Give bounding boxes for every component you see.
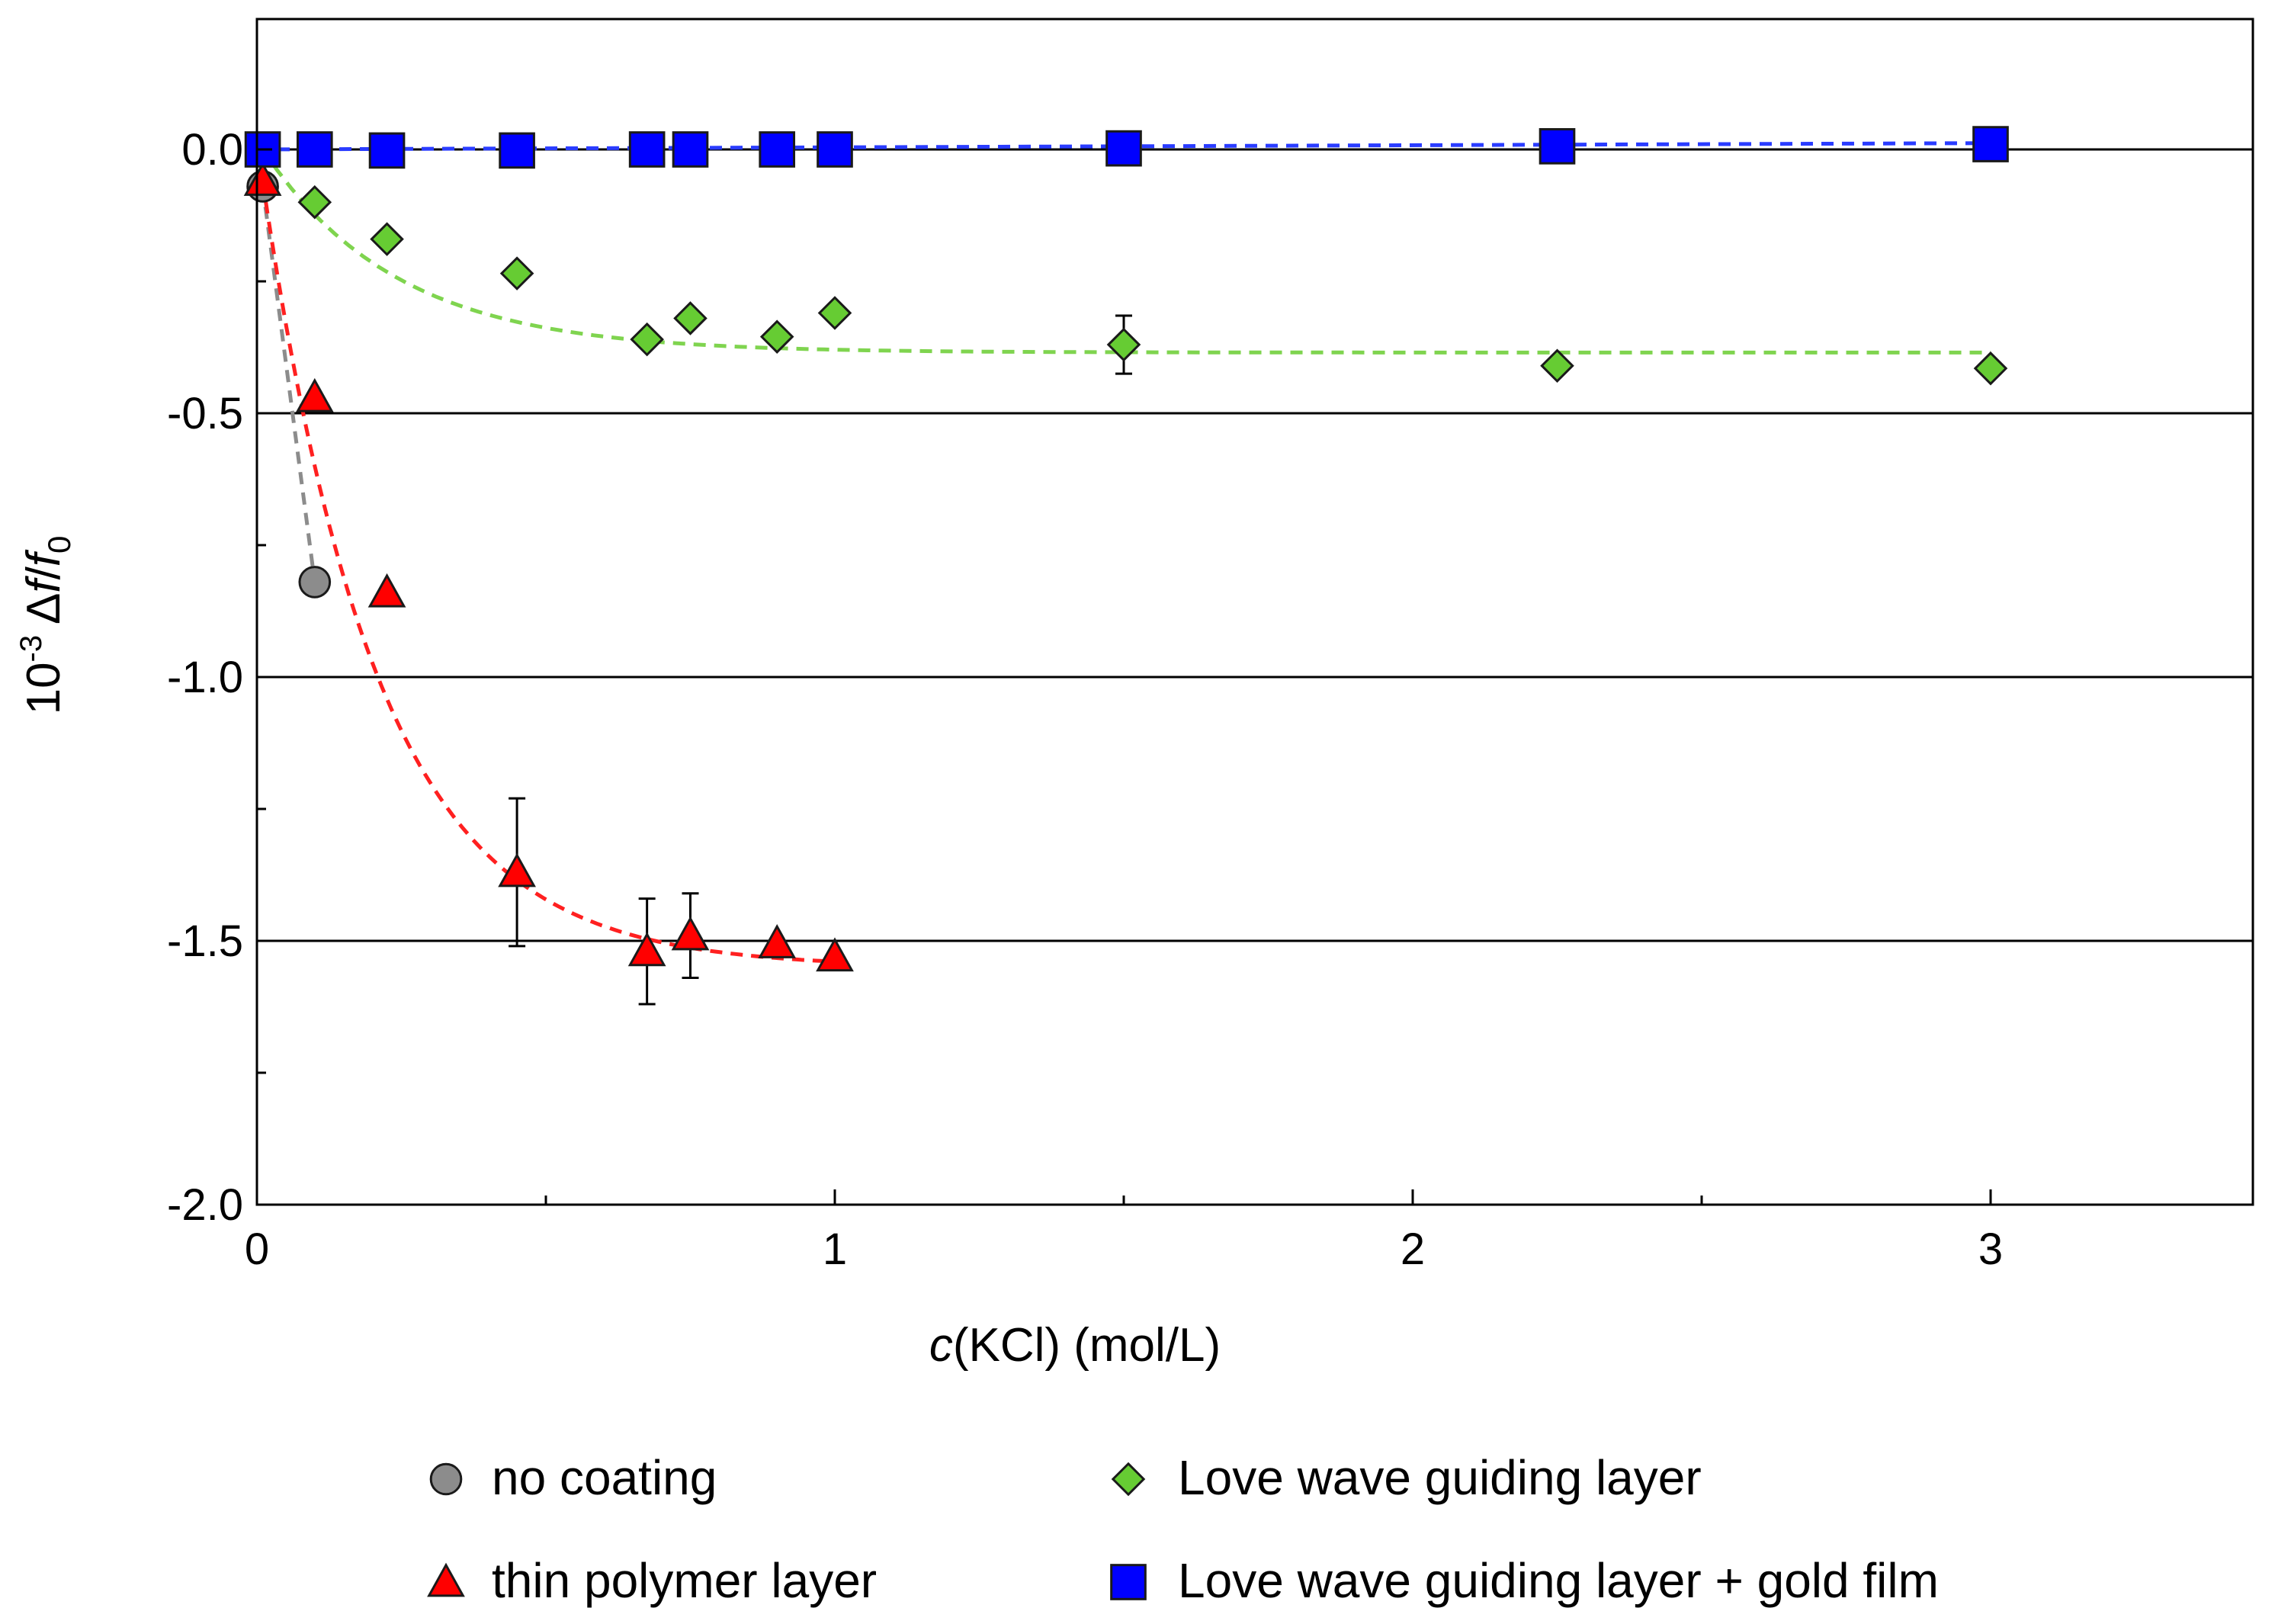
marker-triangle bbox=[498, 852, 536, 887]
y-title-exp: -3 bbox=[14, 635, 48, 663]
data-points bbox=[243, 126, 2009, 972]
marker-triangle bbox=[367, 573, 406, 608]
y-title-prefix: 10 bbox=[18, 662, 70, 714]
marker-triangle bbox=[627, 932, 666, 967]
marker-square bbox=[1105, 130, 1142, 167]
x-tick-label: 1 bbox=[823, 1224, 847, 1274]
y-tick-label: -0.5 bbox=[167, 389, 243, 438]
marker-square bbox=[817, 131, 853, 168]
legend-marker-triangle bbox=[427, 1562, 465, 1597]
y-tick-label: 0.0 bbox=[181, 125, 243, 175]
error-bars bbox=[509, 314, 1132, 1006]
x-axis-title-rest: (KCl) (mol/L) bbox=[953, 1319, 1221, 1372]
y-tick-label: -2.0 bbox=[167, 1180, 243, 1230]
y-title-delta: Δ bbox=[18, 593, 70, 635]
y-tick-label: -1.0 bbox=[167, 653, 243, 702]
marker-circle bbox=[429, 1462, 463, 1496]
y-title-slash: / bbox=[18, 566, 70, 579]
marker-square bbox=[1972, 126, 2009, 162]
marker-diamond bbox=[630, 322, 664, 357]
marker-square bbox=[499, 132, 535, 169]
x-axis-title-var: c bbox=[929, 1319, 953, 1372]
legend-marker-circle bbox=[429, 1462, 463, 1496]
marker-triangle bbox=[816, 937, 854, 972]
marker-diamond bbox=[1111, 1462, 1146, 1497]
marker-diamond bbox=[297, 185, 332, 220]
marker-triangle bbox=[758, 924, 797, 958]
x-tick-label: 0 bbox=[245, 1224, 269, 1274]
marker-square bbox=[628, 131, 666, 168]
marker-square bbox=[368, 132, 406, 169]
legend-label-thin-polymer: thin polymer layer bbox=[492, 1553, 877, 1608]
x-tick-label: 3 bbox=[1978, 1224, 2003, 1274]
marker-diamond bbox=[370, 222, 404, 256]
fit-line-triangle bbox=[261, 181, 836, 964]
legend-item-no-coating: no coating bbox=[429, 1450, 717, 1505]
y-title-sub: 0 bbox=[41, 536, 77, 554]
legend-label-no-coating: no coating bbox=[492, 1450, 717, 1505]
legend-item-love-wave-gold: Love wave guiding layer + gold film bbox=[1110, 1553, 1939, 1608]
fit-line-diamond bbox=[261, 148, 1991, 355]
marker-triangle bbox=[427, 1562, 465, 1597]
legend-marker-square bbox=[1110, 1564, 1147, 1600]
grid-layer bbox=[257, 148, 2253, 942]
marker-square bbox=[296, 131, 333, 168]
fit-line-circle bbox=[261, 186, 317, 583]
legend-label-love-wave: Love wave guiding layer bbox=[1178, 1450, 1702, 1505]
y-axis-title: 10-3 Δf/f0 bbox=[14, 536, 77, 715]
legend-item-thin-polymer: thin polymer layer bbox=[427, 1553, 877, 1608]
marker-square bbox=[672, 131, 709, 168]
marker-diamond bbox=[817, 296, 852, 330]
marker-triangle bbox=[671, 916, 710, 951]
legend: no coating Love wave guiding layer thin … bbox=[427, 1450, 1939, 1608]
legend-marker-diamond bbox=[1111, 1462, 1146, 1497]
marker-square bbox=[1110, 1564, 1147, 1600]
x-axis-title: c(KCl) (mol/L) bbox=[929, 1319, 1221, 1372]
marker-square bbox=[759, 131, 796, 168]
marker-diamond bbox=[673, 301, 708, 335]
marker-triangle bbox=[295, 377, 334, 412]
marker-circle bbox=[298, 566, 332, 599]
marker-diamond bbox=[1106, 327, 1141, 362]
marker-diamond bbox=[499, 256, 534, 290]
x-tick-label: 2 bbox=[1401, 1224, 1425, 1274]
marker-diamond bbox=[759, 319, 794, 354]
marker-diamond bbox=[1540, 348, 1574, 384]
marker-square bbox=[1539, 128, 1576, 165]
axis-ticks: 0.0 -0.5 -1.0 -1.5 -2.00 1 2 3 bbox=[167, 125, 2003, 1274]
legend-label-love-wave-gold: Love wave guiding layer + gold film bbox=[1178, 1553, 1939, 1608]
plot-frame bbox=[255, 18, 2254, 1206]
marker-diamond bbox=[1973, 351, 2008, 386]
marker-triangle bbox=[243, 162, 282, 196]
legend-item-love-wave: Love wave guiding layer bbox=[1111, 1450, 1702, 1505]
y-tick-label: -1.5 bbox=[167, 916, 243, 966]
